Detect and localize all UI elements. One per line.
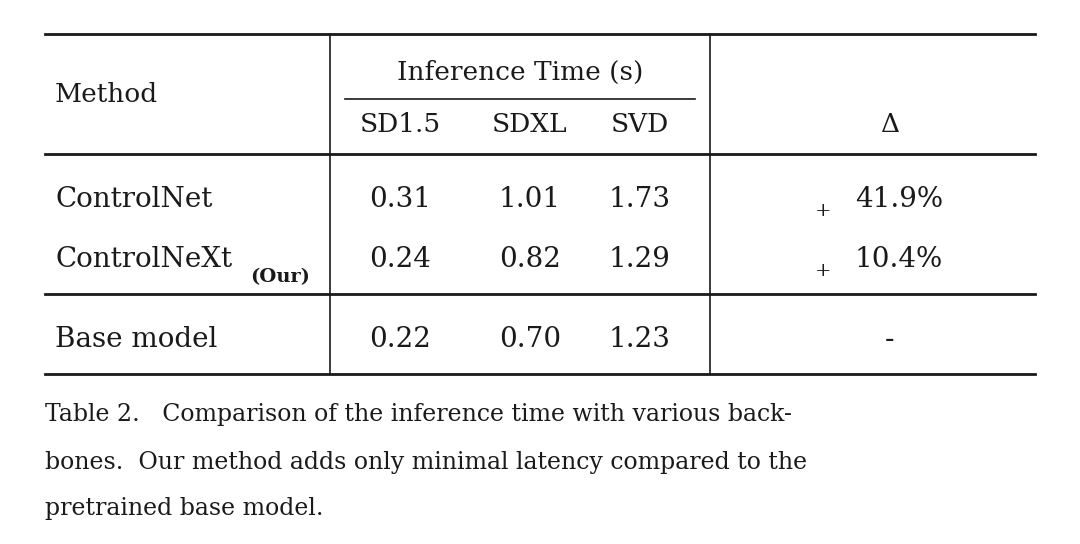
Text: 41.9%: 41.9%: [855, 186, 943, 213]
Text: Inference Time (s): Inference Time (s): [396, 59, 644, 84]
Text: 0.22: 0.22: [369, 325, 431, 353]
Text: -: -: [886, 325, 894, 353]
Text: pretrained base model.: pretrained base model.: [45, 498, 324, 521]
Text: 1.23: 1.23: [609, 325, 671, 353]
Text: (Our): (Our): [249, 268, 310, 286]
Text: 1.01: 1.01: [499, 186, 562, 213]
Text: 0.82: 0.82: [499, 245, 561, 273]
Text: Table 2.   Comparison of the inference time with various back-: Table 2. Comparison of the inference tim…: [45, 403, 792, 425]
Text: Δ: Δ: [880, 112, 900, 137]
Text: 1.73: 1.73: [609, 186, 671, 213]
Text: SD1.5: SD1.5: [360, 112, 441, 137]
Text: 0.70: 0.70: [499, 325, 562, 353]
Text: +: +: [815, 262, 832, 280]
Text: 10.4%: 10.4%: [855, 245, 943, 273]
Text: ControlNet: ControlNet: [55, 186, 213, 213]
Text: Method: Method: [55, 82, 158, 107]
Text: +: +: [815, 202, 832, 220]
Text: ControlNeXt: ControlNeXt: [55, 245, 232, 273]
Text: SDXL: SDXL: [492, 112, 568, 137]
Text: 1.29: 1.29: [609, 245, 671, 273]
Text: 0.24: 0.24: [369, 245, 431, 273]
Text: bones.  Our method adds only minimal latency compared to the: bones. Our method adds only minimal late…: [45, 450, 807, 473]
Text: Base model: Base model: [55, 325, 217, 353]
Text: SVD: SVD: [611, 112, 670, 137]
Text: 0.31: 0.31: [369, 186, 431, 213]
